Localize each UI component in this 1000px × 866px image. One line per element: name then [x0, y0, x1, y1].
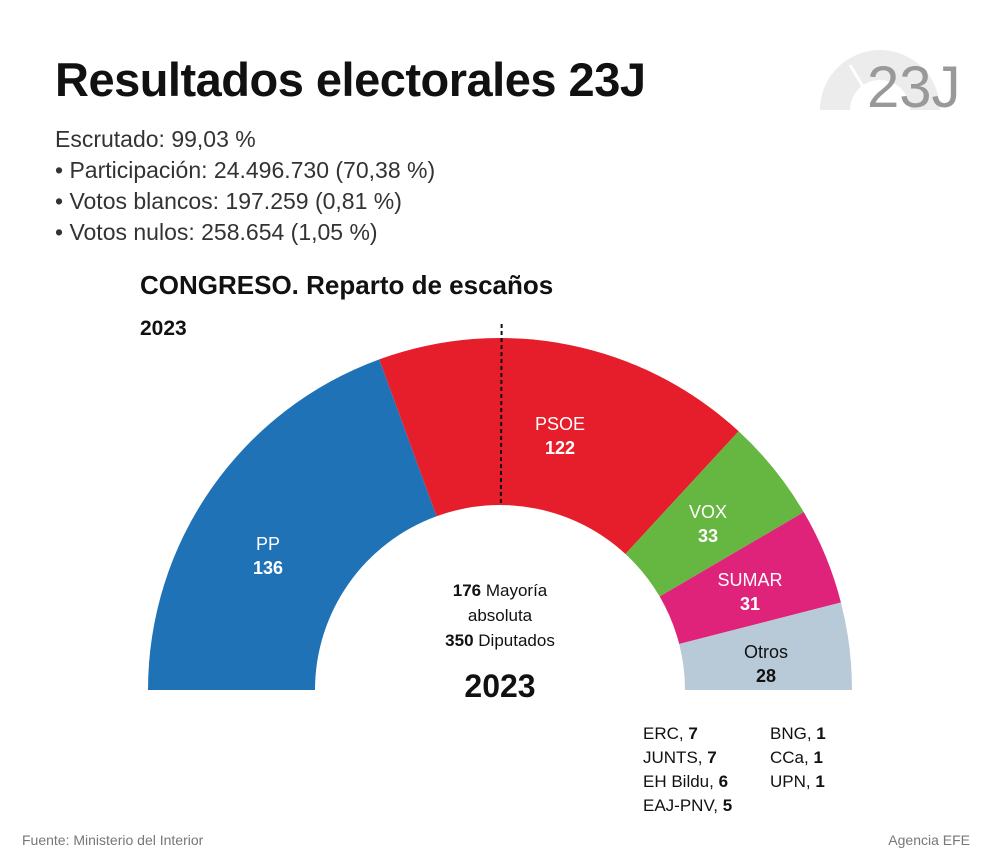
segment-vox	[625, 431, 804, 597]
stat-votos-blancos: • Votos blancos: 197.259 (0,81 %)	[55, 188, 402, 214]
segment-otros	[679, 602, 852, 690]
label-otros: Otros	[744, 642, 788, 662]
value-vox: 33	[698, 526, 718, 546]
majority-number: 176	[452, 581, 482, 600]
others-col-2: BNG, 1 CCa, 1 UPN, 1	[770, 722, 826, 794]
others-item: EAJ-PNV, 5	[643, 796, 733, 815]
agency-credit: Agencia EFE	[888, 832, 970, 848]
others-item: CCa, 1	[770, 748, 823, 767]
label-sumar: SUMAR	[717, 570, 782, 590]
center-year: 2023	[464, 668, 536, 704]
label-psoe: PSOE	[535, 414, 585, 434]
others-item: EH Bildu, 6	[643, 772, 729, 791]
majority-label: Mayoría	[485, 581, 548, 600]
chart-subtitle: 2023	[140, 317, 187, 340]
others-item: UPN, 1	[770, 772, 825, 791]
stats-block: Escrutado: 99,03 % • Participación: 24.4…	[55, 124, 435, 248]
segment-sumar	[659, 512, 841, 644]
total-label: Diputados	[478, 631, 555, 650]
total-number: 350	[445, 631, 474, 650]
center-label: 176 Mayoría absoluta 350 Diputados	[400, 578, 600, 653]
svg-text:23J: 23J	[867, 55, 961, 115]
logo-23j: 23J	[815, 45, 970, 120]
segment-psoe	[379, 337, 739, 555]
value-psoe: 122	[545, 438, 575, 458]
majority-line	[499, 323, 503, 506]
others-col-1: ERC, 7 JUNTS, 7 EH Bildu, 6 EAJ-PNV, 5	[643, 722, 732, 818]
source-note: Fuente: Ministerio del Interior	[22, 832, 204, 848]
stat-escrutado: Escrutado: 99,03 %	[55, 126, 256, 152]
others-item: JUNTS, 7	[643, 748, 717, 767]
chart-title: CONGRESO. Reparto de escaños	[140, 270, 554, 300]
majority-label-2: absoluta	[467, 606, 533, 625]
value-otros: 28	[756, 666, 776, 686]
others-item: ERC, 7	[643, 724, 698, 743]
others-item: BNG, 1	[770, 724, 826, 743]
page-title: Resultados electorales 23J	[55, 53, 646, 106]
stat-votos-nulos: • Votos nulos: 258.654 (1,05 %)	[55, 219, 378, 245]
value-pp: 136	[253, 558, 283, 578]
label-pp: PP	[256, 534, 280, 554]
label-vox: VOX	[689, 502, 727, 522]
segment-pp	[148, 359, 437, 690]
stat-participacion: • Participación: 24.496.730 (70,38 %)	[55, 157, 436, 183]
value-sumar: 31	[740, 594, 760, 614]
